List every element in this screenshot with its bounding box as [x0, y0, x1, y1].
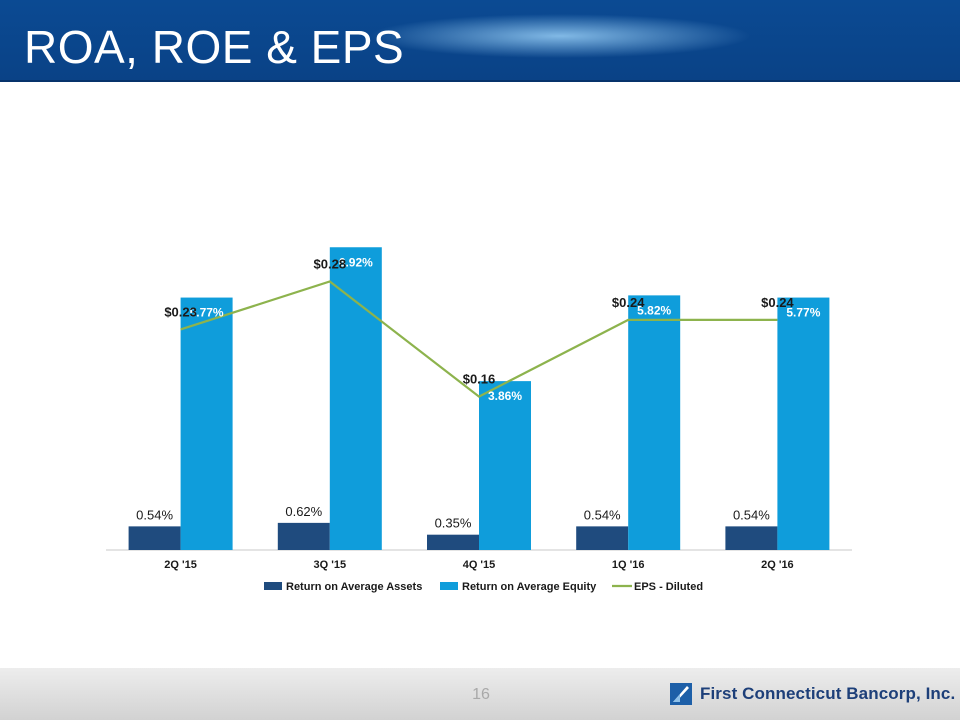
- x-tick-label: 2Q '16: [761, 559, 794, 571]
- roa-bar: [128, 526, 181, 550]
- slide-title: ROA, ROE & EPS: [24, 21, 405, 73]
- eps-line: [180, 280, 778, 398]
- eps-data-label: $0.16: [463, 372, 496, 387]
- eps-data-label: $0.28: [314, 257, 347, 272]
- roa-data-label: 0.62%: [285, 504, 322, 519]
- logo-mark-icon: [670, 683, 692, 705]
- x-tick-label: 1Q '16: [612, 559, 645, 571]
- eps-data-label: $0.23: [164, 304, 197, 319]
- eps-line-group: [180, 280, 778, 398]
- roe-bar: [479, 381, 531, 550]
- footer-bar: 16 First Connecticut Bancorp, Inc.: [0, 668, 960, 720]
- roe-bar: [777, 297, 830, 550]
- banner-divider: [0, 80, 960, 82]
- roa-data-label: 0.54%: [136, 507, 173, 522]
- roa-bar: [576, 526, 629, 550]
- x-tick-label: 3Q '15: [314, 559, 347, 571]
- roa-bars: [128, 522, 778, 550]
- roe-bars: [180, 247, 830, 550]
- eps-data-label: $0.24: [761, 295, 794, 310]
- roe-data-label: 5.82%: [637, 303, 671, 317]
- company-logo: First Connecticut Bancorp, Inc.: [670, 681, 955, 707]
- x-tick-label: 2Q '15: [164, 559, 197, 571]
- roe-bar: [180, 297, 233, 550]
- x-tick-label: 4Q '15: [463, 559, 496, 571]
- x-tick-labels: 2Q '15 3Q '15 4Q '15 1Q '16 2Q '16: [164, 559, 793, 571]
- legend-swatch: [264, 582, 282, 590]
- roa-data-label: 0.54%: [733, 507, 770, 522]
- roa-bar: [277, 522, 330, 550]
- company-name: First Connecticut Bancorp, Inc.: [700, 684, 956, 703]
- roe-bar: [329, 247, 382, 550]
- legend-label: EPS - Diluted: [634, 581, 703, 593]
- roa-data-label: 0.35%: [435, 516, 472, 531]
- eps-data-label: $0.24: [612, 295, 645, 310]
- roe-bar: [628, 295, 681, 550]
- roe-data-label: 3.86%: [488, 389, 522, 403]
- title-banner: ROA, ROE & EPS: [0, 0, 960, 82]
- legend-swatch: [440, 582, 458, 590]
- roe-data-label: 6.92%: [339, 255, 373, 269]
- roe-data-label: 5.77%: [786, 306, 820, 320]
- page-number: 16: [472, 686, 490, 703]
- roa-bar: [427, 534, 479, 550]
- roa-bar: [725, 526, 778, 550]
- roe-data-label: 5.77%: [190, 306, 224, 320]
- legend-label: Return on Average Equity: [462, 581, 597, 593]
- legend: Return on Average Assets Return on Averag…: [264, 581, 703, 593]
- legend-label: Return on Average Assets: [286, 581, 422, 593]
- roa-data-label: 0.54%: [584, 507, 621, 522]
- data-labels: 0.54% 5.77% 0.62% 6.92% 0.35% 3.86% 0.54% 5.82%…: [136, 255, 821, 530]
